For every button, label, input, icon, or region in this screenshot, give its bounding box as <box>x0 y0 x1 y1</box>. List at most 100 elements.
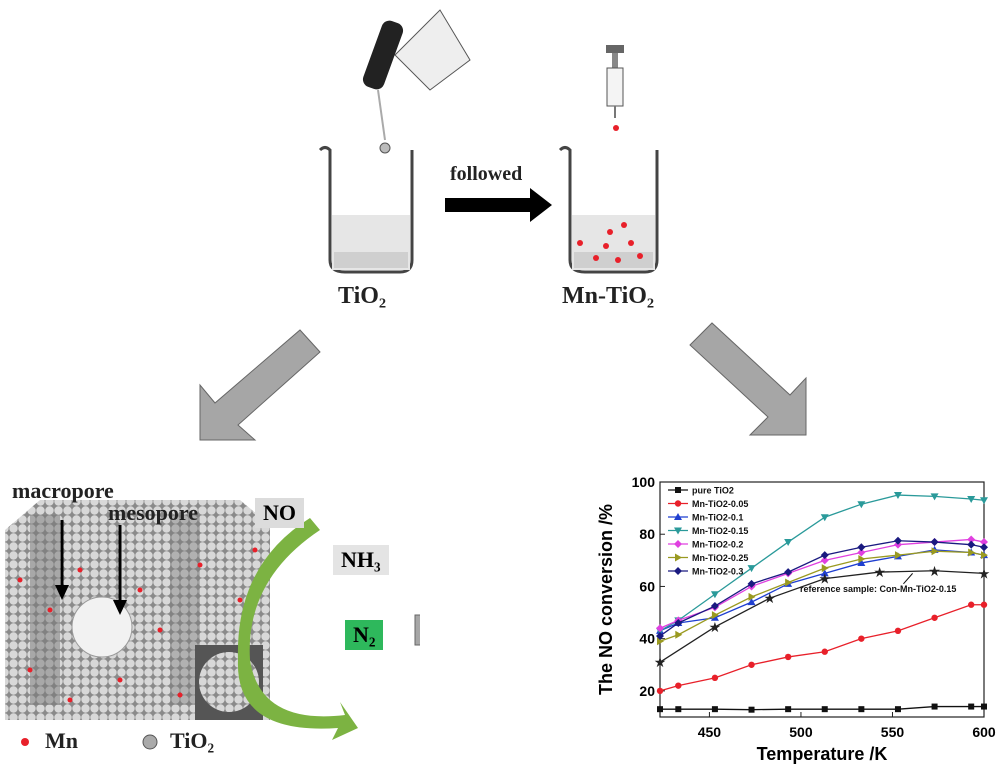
data-point <box>675 706 682 713</box>
data-point <box>967 540 976 549</box>
data-point <box>981 703 987 710</box>
data-point <box>820 514 829 522</box>
data-point <box>711 674 719 682</box>
reference-annotation-arrow <box>903 573 913 585</box>
mesopore-label: mesopore <box>108 500 199 525</box>
data-point: ★ <box>978 565 991 581</box>
followed-arrow-icon <box>445 188 552 222</box>
data-point <box>675 630 683 639</box>
data-point <box>784 568 793 577</box>
legend-label: Mn-TiO2-0.2 <box>692 540 743 550</box>
synthesis-scheme <box>199 9 807 441</box>
data-point <box>857 543 866 552</box>
data-point <box>894 551 902 560</box>
data-point <box>893 492 902 500</box>
data-point <box>980 601 988 608</box>
data-point <box>711 611 719 620</box>
data-point <box>858 555 866 564</box>
data-point <box>711 706 718 713</box>
legend-marker <box>674 540 682 548</box>
data-point <box>748 661 755 668</box>
data-point <box>657 706 663 713</box>
x-tick-label: 600 <box>972 724 996 740</box>
data-point <box>931 614 938 621</box>
data-point <box>857 501 866 509</box>
legend-marker <box>674 567 682 575</box>
data-point <box>857 558 866 566</box>
mn-legend-dot <box>21 738 29 746</box>
data-point <box>821 706 828 713</box>
pipette-hand-icon <box>362 9 471 154</box>
x-axis-label: Temperature /K <box>757 744 888 764</box>
data-point <box>967 535 976 544</box>
no-box: NO <box>255 498 304 528</box>
porous-structure-illustration <box>5 500 420 750</box>
tio2-label: TiO₂ <box>338 283 387 309</box>
data-point <box>656 687 664 695</box>
legend-label: Mn-TiO2-0.15 <box>692 526 748 536</box>
legend-marker <box>674 500 682 507</box>
legend-label: Mn-TiO2-0.3 <box>692 567 743 577</box>
data-point <box>748 592 756 601</box>
legend-marker <box>674 527 682 535</box>
legend-marker <box>675 553 682 562</box>
data-point <box>710 591 719 599</box>
y-tick-label: 40 <box>639 631 655 647</box>
legend-label: Mn-TiO2-0.25 <box>692 553 748 563</box>
data-point <box>710 602 719 611</box>
macropore-label: macropore <box>12 478 114 503</box>
mn-tio2-label: Mn-TiO₂ <box>562 283 655 309</box>
tio2-legend-label: TiO₂ <box>170 728 215 753</box>
no-conversion-chart: 450 500 550 600 20 40 60 80 100 Temperature /K The… <box>596 474 996 764</box>
n2-box: N₂ <box>345 620 384 650</box>
data-point <box>656 624 664 633</box>
followed-label: followed <box>450 163 523 185</box>
data-point <box>967 495 976 503</box>
data-point <box>967 601 975 608</box>
data-point <box>820 556 829 565</box>
data-point <box>980 497 988 505</box>
x-tick-label: 550 <box>881 724 905 740</box>
legend-label: Mn-TiO2-0.1 <box>692 513 743 523</box>
data-point <box>747 579 756 588</box>
data-point <box>747 598 756 606</box>
data-point <box>857 548 866 557</box>
legend-marker <box>674 513 682 520</box>
data-point <box>784 653 792 661</box>
y-tick-label: 60 <box>639 578 655 594</box>
data-point <box>821 648 828 655</box>
data-point <box>858 635 865 642</box>
data-point <box>858 706 865 713</box>
data-point <box>931 547 939 556</box>
tio2-legend-dot <box>142 734 158 750</box>
data-point <box>656 632 664 641</box>
y-axis-label: The NO conversion /% <box>596 504 616 695</box>
data-point <box>747 565 756 573</box>
reference-annotation: reference sample: Con-Mn-TiO2-0.15 <box>800 584 956 594</box>
data-point <box>930 538 939 547</box>
data-point <box>748 706 755 713</box>
x-tick-label: 450 <box>698 724 722 740</box>
legend-label: pure TiO2 <box>692 486 734 496</box>
data-point <box>674 619 683 627</box>
nh3-box: NH₃ <box>333 545 389 575</box>
legend-label: Mn-TiO2-0.05 <box>692 499 748 509</box>
data-point: ★ <box>928 563 941 579</box>
data-point <box>931 703 938 710</box>
data-point: ★ <box>818 571 831 587</box>
data-point <box>894 627 902 635</box>
data-point <box>930 493 939 501</box>
x-tick-label: 500 <box>789 724 813 740</box>
data-point <box>894 706 901 713</box>
data-point <box>821 564 829 573</box>
data-point <box>675 682 682 689</box>
gray-arrow-to-chart-icon <box>414 614 420 646</box>
y-tick-label: 80 <box>639 526 655 542</box>
data-point: ★ <box>873 564 886 580</box>
data-point <box>981 551 988 560</box>
beaker-mn-tio2-icon <box>558 146 659 274</box>
legend-marker <box>675 487 681 493</box>
data-point: ★ <box>654 654 667 670</box>
plot-frame <box>659 481 985 718</box>
data-point <box>784 539 793 547</box>
